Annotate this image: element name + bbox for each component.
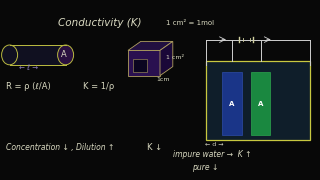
Bar — [133, 59, 147, 72]
Text: ← d →: ← d → — [205, 141, 223, 147]
Text: R = ρ (ℓ/A): R = ρ (ℓ/A) — [6, 82, 51, 91]
Bar — [10, 45, 66, 65]
Bar — [206, 61, 310, 140]
Text: ← ℓ →: ← ℓ → — [19, 65, 38, 71]
Text: A: A — [229, 100, 235, 107]
Text: 1 cm²: 1 cm² — [166, 55, 184, 60]
Text: Conductivity (K): Conductivity (K) — [58, 18, 141, 28]
Ellipse shape — [58, 45, 74, 65]
Bar — [222, 72, 242, 135]
Ellipse shape — [2, 45, 18, 65]
Text: 1 cm² = 1mol: 1 cm² = 1mol — [166, 20, 214, 26]
Text: A: A — [61, 50, 67, 59]
Text: Concentration ↓ , Dilution ↑: Concentration ↓ , Dilution ↑ — [6, 143, 115, 152]
Bar — [251, 72, 270, 135]
Text: pure ↓: pure ↓ — [192, 163, 218, 172]
Polygon shape — [128, 41, 173, 50]
Text: 1cm: 1cm — [157, 77, 170, 82]
Text: K = 1/ρ: K = 1/ρ — [83, 82, 115, 91]
Text: impure water →  K ↑: impure water → K ↑ — [173, 150, 251, 159]
Text: K ↓: K ↓ — [147, 143, 162, 152]
Polygon shape — [160, 41, 173, 76]
Polygon shape — [128, 50, 160, 76]
Text: A: A — [258, 100, 263, 107]
